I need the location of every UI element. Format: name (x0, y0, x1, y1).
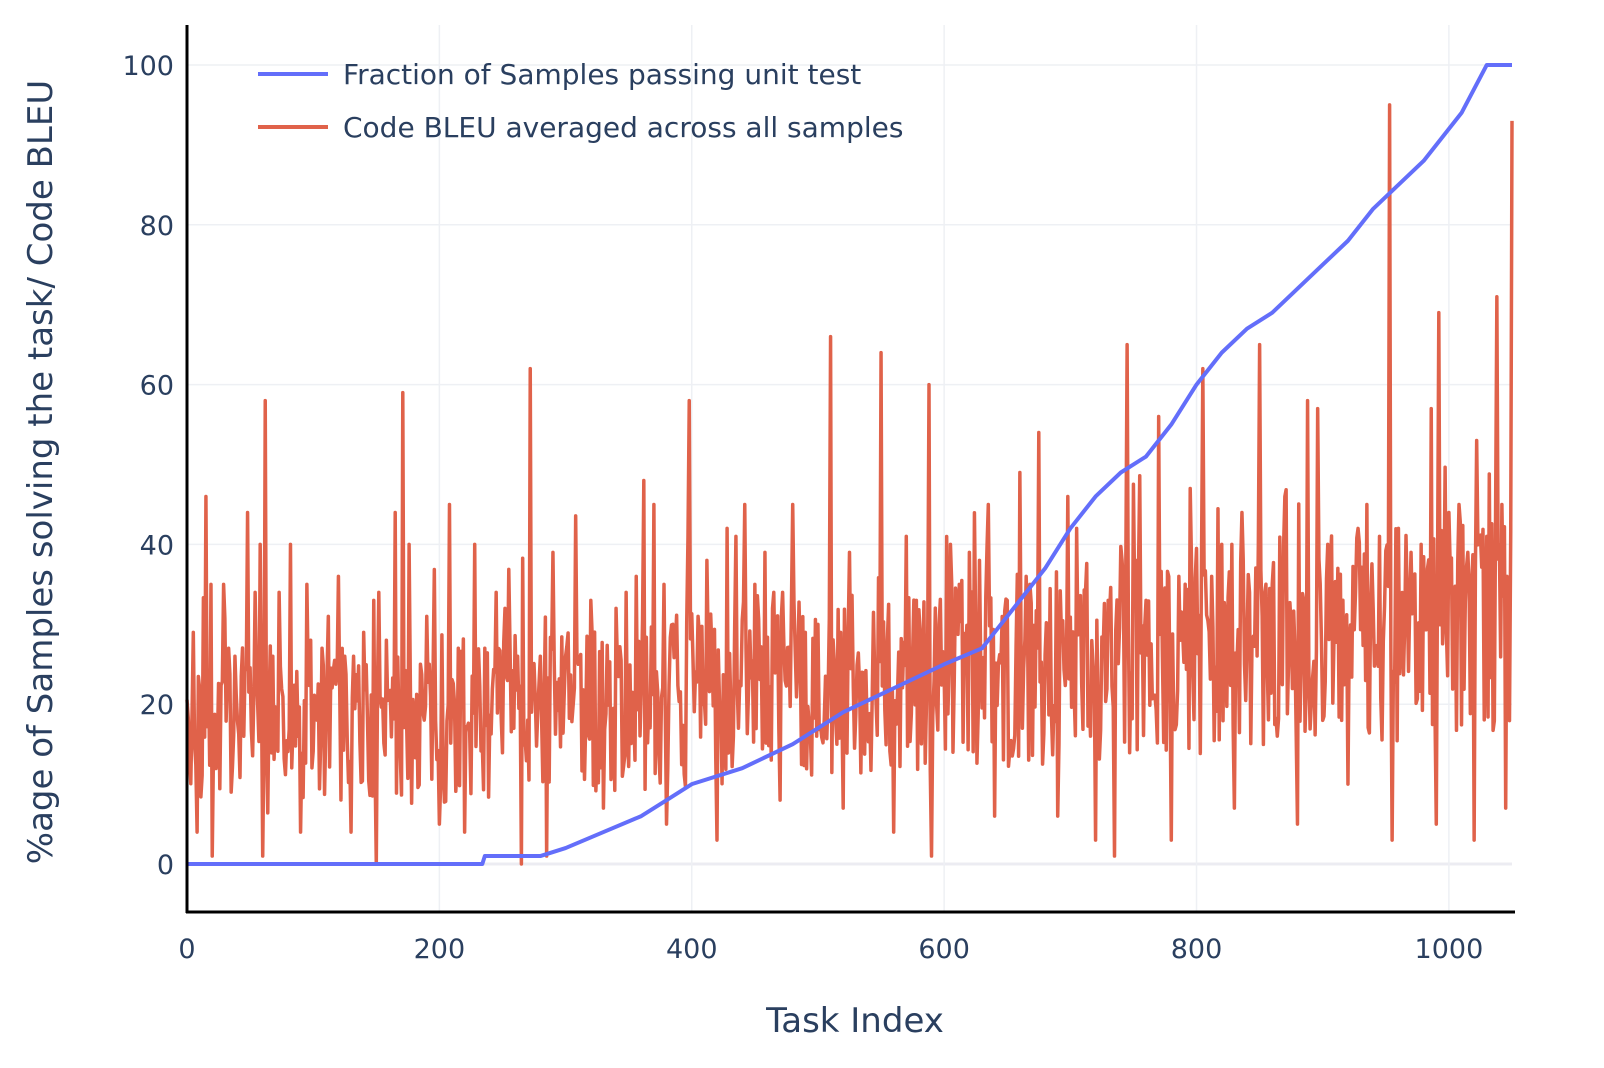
x-tick-label: 0 (178, 934, 195, 965)
legend-label-codebleu: Code BLEU averaged across all samples (343, 111, 903, 144)
series-line-fraction (187, 62, 1512, 867)
x-tick-label: 800 (1171, 934, 1223, 965)
x-tick-label: 1000 (1415, 934, 1484, 965)
y-tick-label: 100 (122, 51, 174, 82)
y-tick-label: 80 (140, 211, 174, 242)
x-tick-label: 600 (918, 934, 970, 965)
x-axis-title: Task Index (765, 1001, 944, 1041)
axes (185, 25, 1515, 914)
y-tick-label: 40 (140, 530, 174, 561)
legend: Fraction of Samples passing unit test Co… (258, 58, 903, 144)
series-line-codebleu (185, 103, 1514, 866)
y-tick-label: 0 (157, 850, 174, 881)
x-tick-label: 200 (414, 934, 466, 965)
legend-label-fraction: Fraction of Samples passing unit test (343, 58, 861, 91)
y-tick-label: 60 (140, 371, 174, 402)
grid (187, 25, 1512, 912)
series-layer (185, 62, 1514, 867)
x-tick-label: 400 (666, 934, 718, 965)
y-axis-title: %age of Samples solving the task/ Code B… (21, 80, 61, 864)
y-tick-label: 20 (140, 690, 174, 721)
